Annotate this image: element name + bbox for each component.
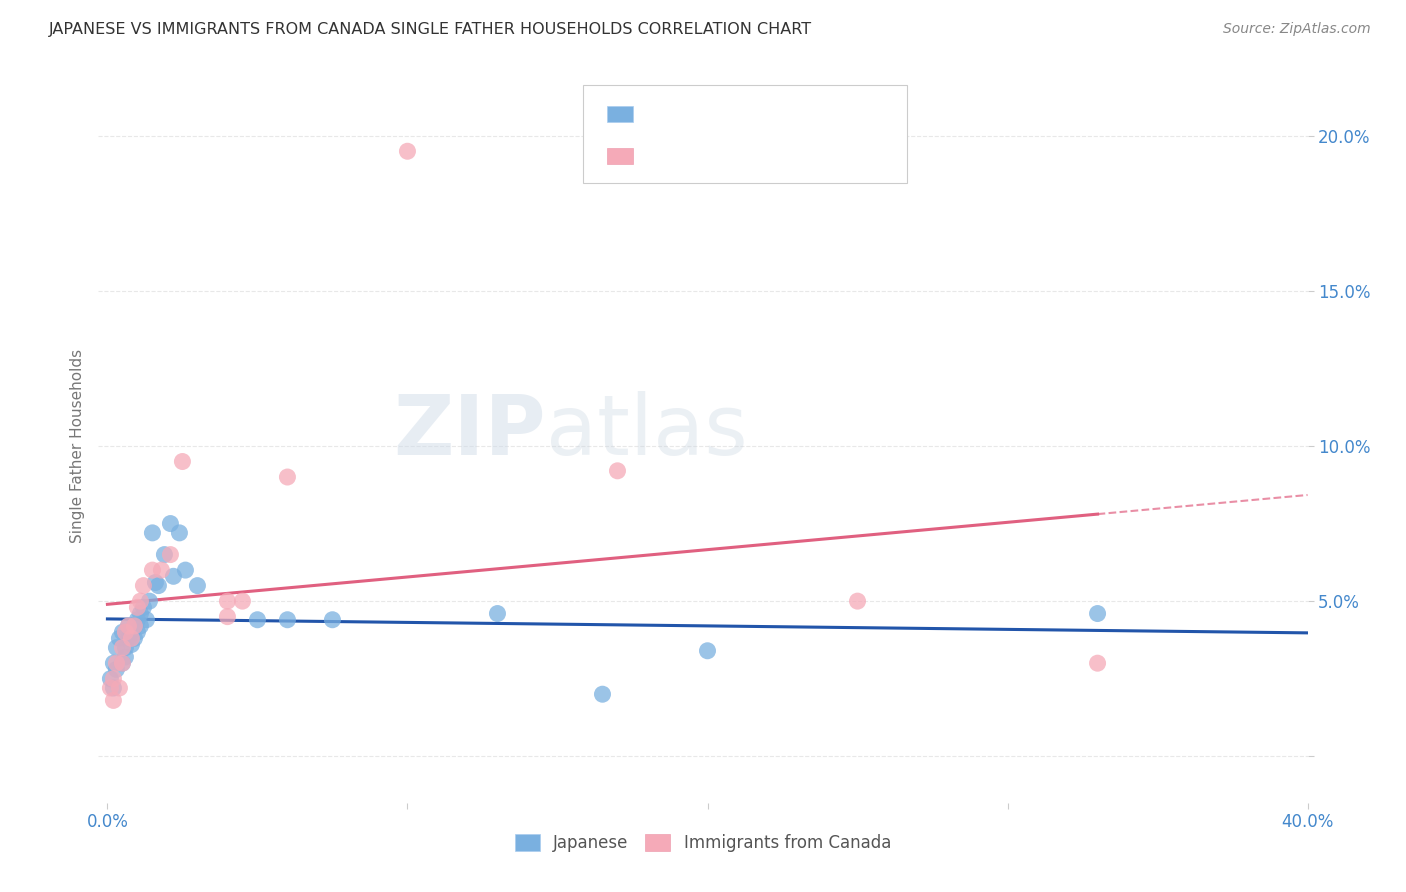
Point — [105, 656, 128, 670]
Point — [172, 454, 194, 468]
Point — [153, 548, 176, 562]
Text: 0.060: 0.060 — [696, 105, 748, 123]
Point — [174, 563, 197, 577]
Point — [592, 687, 614, 701]
Point — [276, 470, 298, 484]
Text: R =: R = — [644, 105, 685, 123]
Point — [135, 613, 157, 627]
Point — [148, 579, 170, 593]
Point — [124, 619, 146, 633]
Point — [141, 525, 163, 540]
Point — [120, 638, 142, 652]
Point — [396, 145, 419, 159]
Point — [100, 681, 122, 695]
Point — [696, 644, 718, 658]
Point — [217, 609, 239, 624]
Point — [124, 632, 146, 646]
Point — [111, 656, 134, 670]
Point — [103, 693, 125, 707]
Point — [111, 656, 134, 670]
Text: N =: N = — [759, 105, 807, 123]
Text: ZIP: ZIP — [394, 392, 546, 472]
Y-axis label: Single Father Households: Single Father Households — [69, 349, 84, 543]
Point — [159, 516, 181, 531]
Point — [606, 464, 628, 478]
Point — [246, 613, 269, 627]
Point — [159, 548, 181, 562]
Text: 39: 39 — [808, 105, 832, 123]
Point — [117, 619, 139, 633]
Point — [120, 632, 142, 646]
Point — [117, 632, 139, 646]
Point — [1087, 656, 1109, 670]
Point — [129, 594, 152, 608]
Point — [231, 594, 253, 608]
Point — [321, 613, 343, 627]
Point — [162, 569, 184, 583]
Text: Source: ZipAtlas.com: Source: ZipAtlas.com — [1223, 22, 1371, 37]
Point — [117, 619, 139, 633]
Point — [169, 525, 191, 540]
Legend: Japanese, Immigrants from Canada: Japanese, Immigrants from Canada — [509, 827, 897, 859]
Point — [120, 625, 142, 640]
Text: atlas: atlas — [546, 392, 748, 472]
Point — [846, 594, 869, 608]
Point — [141, 563, 163, 577]
Point — [103, 672, 125, 686]
Point — [127, 625, 149, 640]
Point — [103, 681, 125, 695]
Point — [129, 619, 152, 633]
Text: JAPANESE VS IMMIGRANTS FROM CANADA SINGLE FATHER HOUSEHOLDS CORRELATION CHART: JAPANESE VS IMMIGRANTS FROM CANADA SINGL… — [49, 22, 813, 37]
Point — [114, 625, 136, 640]
Text: N =: N = — [759, 147, 807, 165]
Point — [145, 575, 167, 590]
Point — [132, 600, 155, 615]
Point — [108, 681, 131, 695]
Text: R =: R = — [644, 147, 685, 165]
Point — [1087, 607, 1109, 621]
Point — [132, 579, 155, 593]
Point — [138, 594, 160, 608]
Point — [108, 632, 131, 646]
Point — [114, 650, 136, 665]
Point — [111, 640, 134, 655]
Point — [127, 600, 149, 615]
Point — [150, 563, 173, 577]
Point — [111, 625, 134, 640]
Point — [103, 656, 125, 670]
Point — [114, 640, 136, 655]
Point — [105, 662, 128, 676]
Text: 0.351: 0.351 — [696, 147, 748, 165]
Point — [105, 640, 128, 655]
Text: 26: 26 — [808, 147, 831, 165]
Point — [217, 594, 239, 608]
Point — [127, 613, 149, 627]
Point — [124, 619, 146, 633]
Point — [486, 607, 509, 621]
Point — [129, 607, 152, 621]
Point — [100, 672, 122, 686]
Point — [186, 579, 208, 593]
Point — [276, 613, 298, 627]
